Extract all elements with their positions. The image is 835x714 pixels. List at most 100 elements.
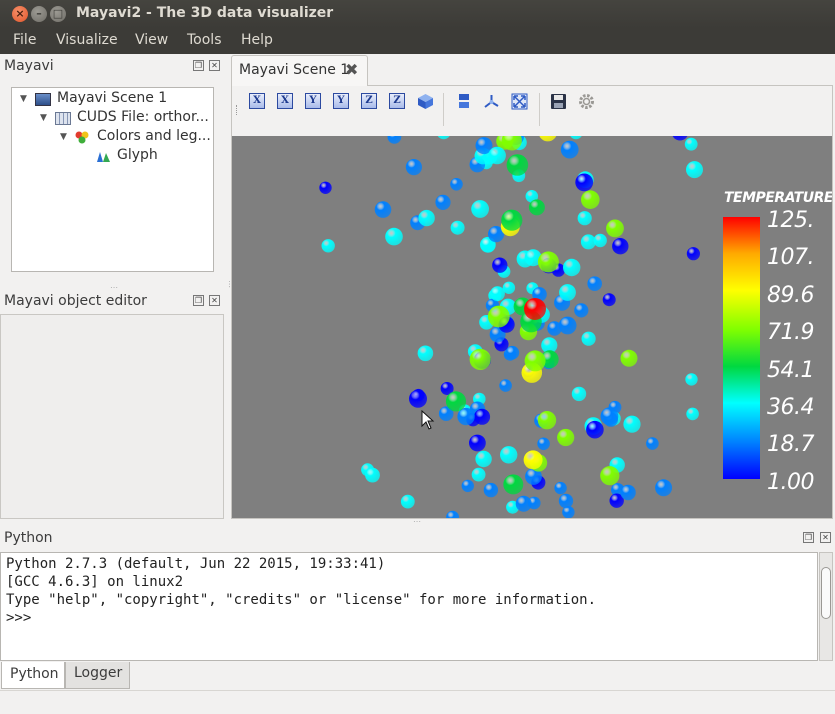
full-screen-icon[interactable] — [511, 93, 528, 110]
glyph-sphere — [515, 495, 532, 512]
axes-icon[interactable] — [483, 93, 500, 110]
colorbar-title: TEMPERATURE — [724, 190, 832, 206]
colorbar-tick-label: 71.9 — [767, 320, 814, 346]
pipeline-tree: ▼ Mayavi Scene 1 ▼ CUDS File: orthor... … — [11, 87, 214, 272]
glyph-sphere — [446, 510, 460, 518]
glyph-sphere — [469, 434, 486, 452]
glyph-icon — [96, 150, 112, 163]
menu-tools[interactable]: Tools — [187, 32, 222, 48]
save-icon[interactable] — [550, 93, 567, 110]
view-x-plus-icon[interactable]: X — [249, 93, 265, 109]
console-line: Python 2.7.3 (default, Jun 22 2015, 19:3… — [6, 556, 386, 572]
tab-logger[interactable]: Logger — [65, 662, 130, 689]
glyph-sphere — [385, 227, 403, 246]
float-panel-icon[interactable]: ❐ — [193, 60, 204, 71]
glyph-sphere — [387, 136, 402, 144]
glyph-sphere — [487, 305, 510, 328]
glyph-sphere — [524, 249, 542, 267]
colorbar-tick-label: 89.6 — [767, 282, 814, 308]
scrollbar-thumb[interactable] — [821, 567, 831, 619]
configure-icon[interactable] — [578, 93, 595, 110]
glyph-sphere — [417, 345, 434, 362]
glyph-sphere — [506, 154, 529, 176]
glyph-sphere — [501, 209, 523, 231]
glyph-sphere — [450, 220, 465, 235]
minimize-window-icon[interactable]: – — [31, 6, 47, 22]
glyph-sphere — [685, 373, 698, 386]
isometric-view-icon[interactable] — [417, 93, 434, 110]
tree-item-data-source[interactable]: ▼ CUDS File: orthor... — [12, 109, 212, 128]
colorbar-tick-label: 1.00 — [767, 469, 814, 495]
glyph-sphere — [587, 276, 602, 291]
view-z-minus-icon[interactable]: Z — [389, 93, 405, 109]
tree-item-scene[interactable]: ▼ Mayavi Scene 1 — [12, 90, 212, 109]
float-panel-icon[interactable]: ❐ — [193, 295, 204, 306]
tab-mayavi-scene-1[interactable]: Mayavi Scene 1 ✖ — [231, 55, 368, 86]
mouse-cursor-icon — [421, 409, 435, 430]
python-panel-header: Python ❐ ✕ — [0, 527, 835, 551]
view-y-minus-icon[interactable]: Y — [333, 93, 349, 109]
toolbar-separator — [539, 93, 540, 126]
close-panel-icon[interactable]: ✕ — [820, 532, 831, 543]
maximize-window-icon[interactable]: □ — [50, 6, 66, 22]
glyph-sphere — [461, 479, 474, 493]
parallel-projection-icon[interactable] — [456, 93, 472, 110]
vertical-splitter[interactable]: ⋯ — [225, 280, 234, 288]
close-panel-icon[interactable]: ✕ — [209, 60, 220, 71]
colorbar-gradient — [723, 217, 760, 479]
console-line: [GCC 4.6.3] on linux2 — [6, 574, 184, 590]
colorbar-tick-label: 125. — [767, 208, 814, 233]
glyph-sphere — [537, 251, 559, 273]
glyph-sphere — [488, 226, 505, 243]
expand-arrow-icon[interactable]: ▼ — [20, 94, 27, 104]
glyph-sphere — [440, 382, 454, 395]
glyph-sphere — [319, 181, 332, 194]
scene-icon — [35, 93, 51, 106]
colorbar-tick-label: 107. — [767, 245, 814, 271]
horizontal-splitter[interactable]: ⋯ — [413, 517, 421, 526]
glyph-sphere — [559, 284, 576, 301]
glyph-sphere — [686, 407, 699, 421]
view-y-plus-icon[interactable]: Y — [305, 93, 321, 109]
tree-item-glyph[interactable]: Glyph — [12, 147, 212, 166]
close-window-icon[interactable]: × — [12, 6, 28, 22]
glyph-sphere — [609, 493, 624, 508]
tab-python[interactable]: Python — [1, 662, 65, 689]
menu-help[interactable]: Help — [241, 32, 273, 48]
toolbar-grip[interactable] — [236, 105, 239, 115]
menu-view[interactable]: View — [135, 32, 169, 48]
glyph-sphere — [623, 415, 641, 433]
expand-arrow-icon[interactable]: ▼ — [40, 113, 47, 123]
tree-item-module-manager[interactable]: ▼ Colors and leg... — [12, 128, 212, 147]
glyph-sphere — [547, 321, 562, 336]
glyph-sphere — [606, 219, 624, 238]
python-panel-title: Python — [4, 530, 53, 546]
console-scrollbar[interactable] — [819, 552, 833, 661]
glyph-sphere — [405, 159, 422, 176]
tree-item-label: Glyph — [117, 147, 158, 163]
glyph-sphere — [400, 494, 415, 509]
menu-visualize[interactable]: Visualize — [56, 32, 118, 48]
colorbar-tick-label: 36.4 — [767, 395, 814, 420]
3d-render-viewport[interactable]: TEMPERATURE 125. 107. 89.6 71.9 54.1 36.4 18.7… — [232, 136, 832, 518]
glyph-sphere — [593, 233, 607, 248]
menu-file[interactable]: File — [13, 32, 37, 48]
glyph-sphere — [505, 345, 520, 360]
close-tab-icon[interactable]: ✖ — [345, 60, 359, 79]
view-z-plus-icon[interactable]: Z — [361, 93, 377, 109]
python-console[interactable]: Python 2.7.3 (default, Jun 22 2015, 19:3… — [0, 552, 818, 661]
glyph-sphere — [558, 316, 577, 335]
glyph-sphere — [600, 466, 620, 486]
expand-arrow-icon[interactable]: ▼ — [60, 132, 67, 142]
glyph-sphere — [483, 482, 499, 498]
close-panel-icon[interactable]: ✕ — [209, 295, 220, 306]
glyph-sphere — [557, 428, 575, 447]
glyph-sphere — [525, 468, 542, 485]
window-title: Mayavi2 - The 3D data visualizer — [76, 5, 334, 21]
panel-splitter[interactable]: ⋯ — [110, 283, 118, 292]
view-x-minus-icon[interactable]: X — [277, 93, 293, 109]
float-panel-icon[interactable]: ❐ — [803, 532, 814, 543]
console-prompt[interactable]: >>> — [6, 610, 32, 626]
glyph-sphere — [471, 200, 489, 218]
